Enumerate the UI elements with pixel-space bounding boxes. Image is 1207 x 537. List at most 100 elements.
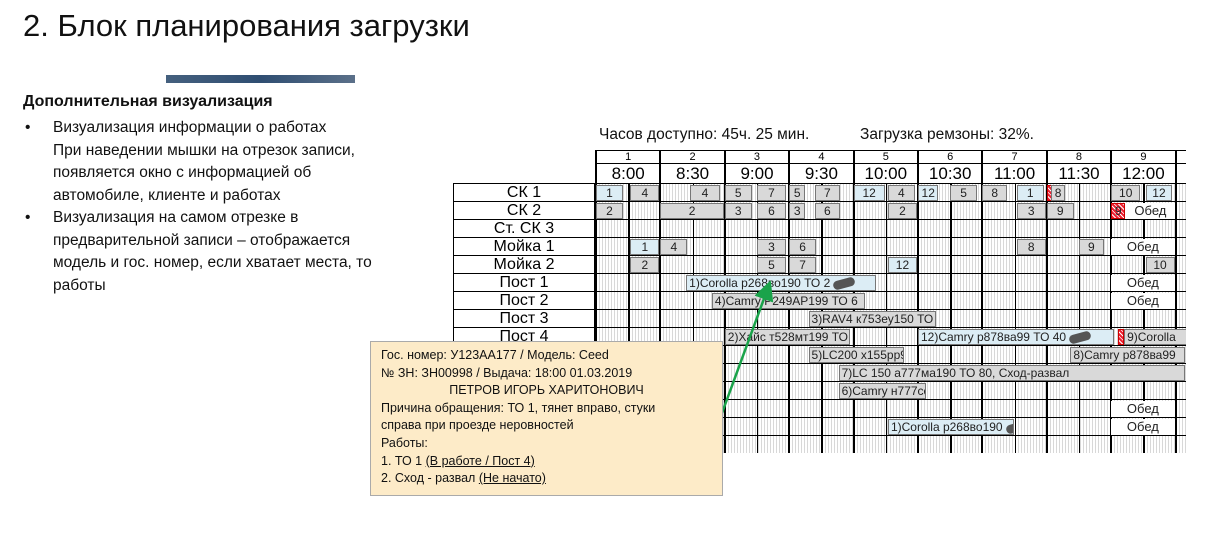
time-slot[interactable]: [981, 435, 1046, 453]
booking-segment[interactable]: 6: [789, 239, 817, 255]
booking-segment[interactable]: 1: [596, 185, 623, 201]
time-slot[interactable]: [595, 309, 660, 327]
time-slot[interactable]: [1174, 219, 1186, 237]
time-slot[interactable]: [723, 399, 789, 417]
booking-segment[interactable]: 5: [724, 185, 752, 201]
time-slot[interactable]: [981, 255, 1046, 273]
time-slot[interactable]: [723, 435, 789, 453]
booking-segment[interactable]: 1)Corolla р268во190: [887, 419, 1014, 435]
time-slot[interactable]: [1045, 219, 1111, 237]
booking-segment[interactable]: 12: [1145, 185, 1173, 201]
booking-segment[interactable]: 12: [918, 185, 939, 201]
time-slot[interactable]: [852, 399, 917, 417]
time-slot[interactable]: [917, 345, 982, 363]
booking-segment[interactable]: 2: [887, 203, 917, 219]
time-slot[interactable]: [917, 435, 982, 453]
time-slot[interactable]: [917, 381, 982, 399]
time-slot[interactable]: [981, 309, 1046, 327]
time-slot[interactable]: [1045, 417, 1111, 435]
booking-segment[interactable]: 2)Хайс т528мт199 ТО: [724, 329, 851, 345]
time-slot[interactable]: [1045, 399, 1111, 417]
time-slot[interactable]: [595, 273, 660, 291]
booking-segment[interactable]: 4: [660, 239, 688, 255]
booking-segment[interactable]: 2: [596, 203, 623, 219]
booking-segment[interactable]: 8: [1051, 185, 1066, 201]
time-slot[interactable]: [981, 345, 1046, 363]
time-slot[interactable]: [917, 273, 982, 291]
booking-segment[interactable]: 9)Corolla: [1124, 329, 1186, 345]
time-slot[interactable]: [659, 219, 724, 237]
work-status-link[interactable]: (В работе / Пост 4): [425, 453, 535, 468]
time-slot[interactable]: [981, 273, 1046, 291]
booking-segment[interactable]: 9: [1046, 203, 1074, 219]
booking-segment[interactable]: 12: [887, 257, 917, 273]
time-slot[interactable]: [917, 399, 982, 417]
time-slot[interactable]: [1174, 435, 1186, 453]
booking-segment[interactable]: 2: [630, 257, 660, 273]
booking-segment[interactable]: [1117, 329, 1124, 345]
booking-segment[interactable]: 3: [789, 203, 806, 219]
booking-segment[interactable]: 7: [757, 185, 787, 201]
time-slot[interactable]: [1045, 273, 1111, 291]
time-slot[interactable]: [1174, 255, 1186, 273]
time-slot[interactable]: [788, 399, 853, 417]
booking-segment[interactable]: 7)LC 150 а777ма190 ТО 80, Сход-развал: [838, 365, 1186, 381]
time-slot[interactable]: [917, 219, 982, 237]
time-slot[interactable]: [788, 363, 853, 381]
booking-segment[interactable]: 8: [982, 185, 1008, 201]
time-slot[interactable]: [852, 327, 917, 345]
booking-segment[interactable]: 7: [814, 185, 840, 201]
booking-segment[interactable]: 7: [789, 257, 817, 273]
time-slot[interactable]: [917, 201, 982, 219]
time-slot[interactable]: [1174, 381, 1186, 399]
time-slot[interactable]: [1174, 399, 1186, 417]
time-slot[interactable]: [1045, 291, 1111, 309]
time-slot[interactable]: [1110, 219, 1175, 237]
time-slot[interactable]: [595, 219, 660, 237]
time-slot[interactable]: [981, 291, 1046, 309]
booking-segment[interactable]: 5: [789, 185, 806, 201]
time-slot[interactable]: [788, 417, 853, 435]
time-slot[interactable]: [1174, 273, 1186, 291]
time-slot[interactable]: [1045, 435, 1111, 453]
booking-segment[interactable]: 9: [1079, 239, 1104, 255]
time-slot[interactable]: [917, 237, 982, 255]
booking-segment[interactable]: 5: [757, 257, 787, 273]
time-slot[interactable]: [1174, 309, 1186, 327]
time-slot[interactable]: [723, 345, 789, 363]
time-slot[interactable]: [659, 309, 724, 327]
time-slot[interactable]: [1110, 309, 1175, 327]
time-slot[interactable]: [788, 435, 853, 453]
booking-segment[interactable]: 10: [1111, 185, 1141, 201]
time-slot[interactable]: [723, 381, 789, 399]
booking-segment[interactable]: 1: [1016, 185, 1044, 201]
time-slot[interactable]: [981, 399, 1046, 417]
booking-segment[interactable]: 1: [630, 239, 660, 255]
booking-segment[interactable]: 3: [1016, 203, 1046, 219]
time-slot[interactable]: [917, 255, 982, 273]
time-slot[interactable]: [659, 327, 724, 345]
booking-segment[interactable]: 8: [1016, 239, 1046, 255]
booking-segment[interactable]: 10: [1145, 257, 1175, 273]
time-slot[interactable]: [723, 219, 789, 237]
time-slot[interactable]: [723, 417, 789, 435]
time-slot[interactable]: [1174, 237, 1186, 255]
time-slot[interactable]: [1110, 381, 1175, 399]
time-slot[interactable]: [1045, 309, 1111, 327]
time-slot[interactable]: [917, 291, 982, 309]
booking-segment[interactable]: 4)Camry Р249АР199 ТО 6: [711, 293, 866, 309]
work-status-link[interactable]: (Не начато): [478, 471, 546, 486]
booking-segment[interactable]: 8)Camry р878ва99: [1070, 347, 1186, 363]
booking-segment[interactable]: 4: [887, 185, 915, 201]
booking-segment[interactable]: 1)Corolla р268во190 ТО 2: [686, 275, 877, 291]
time-slot[interactable]: [595, 291, 660, 309]
booking-segment[interactable]: 5: [950, 185, 978, 201]
time-slot[interactable]: [659, 255, 724, 273]
time-slot[interactable]: [852, 237, 917, 255]
time-slot[interactable]: [1174, 417, 1186, 435]
time-slot[interactable]: [788, 219, 853, 237]
booking-segment[interactable]: 6: [757, 203, 787, 219]
time-slot[interactable]: [1174, 201, 1186, 219]
time-slot[interactable]: [981, 381, 1046, 399]
time-slot[interactable]: [1174, 183, 1186, 201]
